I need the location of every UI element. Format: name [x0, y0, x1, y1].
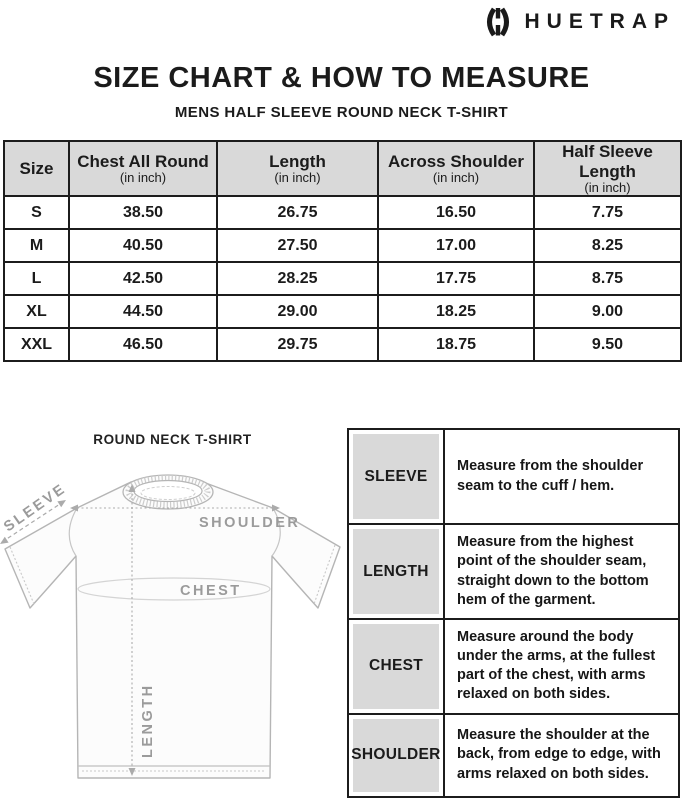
- measure-label: LENGTH: [347, 523, 445, 620]
- value-cell: 42.50: [68, 261, 218, 297]
- value-cell: 8.25: [533, 228, 682, 264]
- column-header-length: Length (in inch): [216, 139, 379, 198]
- page-title: SIZE CHART & HOW TO MEASURE: [93, 62, 590, 94]
- measure-description: Measure from the highest point of the sh…: [443, 523, 680, 620]
- right-armhole-seam: [271, 507, 281, 557]
- value-cell: 38.50: [68, 195, 218, 231]
- value-cell: 29.75: [216, 327, 379, 363]
- size-row-l: L 42.50 28.25 17.75 8.75: [3, 261, 682, 297]
- value-cell: 46.50: [68, 327, 218, 363]
- measure-row-length: LENGTH Measure from the highest point of…: [347, 523, 680, 620]
- value-cell: 18.75: [377, 327, 535, 363]
- collar-ribbing: [125, 475, 211, 508]
- value-cell: 29.00: [216, 294, 379, 330]
- page-subtitle: MENS HALF SLEEVE ROUND NECK T-SHIRT: [174, 104, 509, 121]
- length-arrow-top: [128, 484, 136, 492]
- value-cell: 7.75: [533, 195, 682, 231]
- measure-label: CHEST: [347, 618, 445, 715]
- column-header-half-sleeve: Half Sleeve Length (in inch): [533, 139, 682, 198]
- value-cell: 9.00: [533, 294, 682, 330]
- measure-row-sleeve: SLEEVE Measure from the shoulder seam to…: [347, 428, 680, 525]
- value-cell: 27.50: [216, 228, 379, 264]
- column-header-size: Size: [3, 139, 70, 198]
- measure-description: Measure the shoulder at the back, from e…: [443, 712, 680, 798]
- value-cell: 16.50: [377, 195, 535, 231]
- size-row-xl: XL 44.50 29.00 18.25 9.00: [3, 294, 682, 330]
- value-cell: 17.75: [377, 261, 535, 297]
- sleeve-measure-line: [1, 501, 64, 543]
- column-label: Size: [19, 158, 54, 178]
- huetrap-logo-icon: [487, 7, 510, 37]
- column-header-chest: Chest All Round (in inch): [68, 139, 218, 198]
- size-row-m: M 40.50 27.50 17.00 8.25: [3, 228, 682, 264]
- sleeve-arrow-lower: [0, 536, 9, 544]
- measure-row-shoulder: SHOULDER Measure the shoulder at the bac…: [347, 712, 680, 798]
- diagram-title: ROUND NECK T-SHIRT: [93, 432, 252, 447]
- tshirt-measure-diagram: SLEEVE SHOULDER CHEST LENGTH: [0, 474, 341, 779]
- length-label: LENGTH: [140, 683, 156, 758]
- value-cell: 9.50: [533, 327, 682, 363]
- measure-description: Measure from the shoulder seam to the cu…: [443, 428, 680, 525]
- brand-name: HUETRAP: [524, 10, 675, 33]
- left-armhole-seam: [68, 507, 78, 557]
- column-unit: (in inch): [119, 170, 167, 186]
- column-unit: (in inch): [432, 170, 480, 186]
- size-table-header-row: Size Chest All Round (in inch) Length (i…: [3, 139, 682, 198]
- collar-stitch: [140, 486, 196, 500]
- column-label: Across Shoulder: [387, 151, 525, 171]
- column-unit: (in inch): [274, 170, 321, 186]
- size-cell: XL: [3, 294, 70, 330]
- size-row-s: S 38.50 26.75 16.50 7.75: [3, 195, 682, 231]
- size-cell: XXL: [3, 327, 70, 363]
- shoulder-arrow-right: [272, 504, 280, 512]
- column-label: Length: [269, 151, 326, 171]
- brand-logo: HUETRAP: [483, 6, 675, 38]
- shoulder-label: SHOULDER: [199, 515, 300, 531]
- column-label: Half Sleeve Length: [562, 142, 653, 181]
- value-cell: 17.00: [377, 228, 535, 264]
- size-cell: M: [3, 228, 70, 264]
- value-cell: 44.50: [68, 294, 218, 330]
- measure-label: SHOULDER: [347, 712, 445, 798]
- collar-inner: [133, 479, 203, 503]
- value-cell: 28.25: [216, 261, 379, 297]
- column-header-shoulder: Across Shoulder (in inch): [377, 139, 535, 198]
- measure-row-chest: CHEST Measure around the body under the …: [347, 618, 680, 715]
- size-cell: L: [3, 261, 70, 297]
- chest-label: CHEST: [180, 583, 242, 599]
- value-cell: 40.50: [68, 228, 218, 264]
- right-cuff-stitch: [313, 544, 336, 605]
- size-row-xxl: XXL 46.50 29.75 18.75 9.50: [3, 327, 682, 363]
- chest-measure-ellipse: [77, 577, 271, 601]
- how-to-measure-table: SLEEVE Measure from the shoulder seam to…: [347, 428, 680, 798]
- svg-text:LENGTH: LENGTH: [140, 683, 156, 758]
- value-cell: 18.25: [377, 294, 535, 330]
- measure-label: SLEEVE: [347, 428, 445, 525]
- measure-description: Measure around the body under the arms, …: [443, 618, 680, 715]
- column-unit: (in inch): [584, 180, 631, 196]
- sleeve-arrow-upper: [57, 500, 66, 508]
- value-cell: 8.75: [533, 261, 682, 297]
- shoulder-arrow-left: [70, 504, 78, 512]
- column-label: Chest All Round: [77, 151, 209, 171]
- tshirt-outline: [4, 481, 341, 779]
- size-cell: S: [3, 195, 70, 231]
- length-arrow-bottom: [128, 768, 136, 776]
- value-cell: 26.75: [216, 195, 379, 231]
- size-chart-table: Size Chest All Round (in inch) Length (i…: [3, 139, 682, 363]
